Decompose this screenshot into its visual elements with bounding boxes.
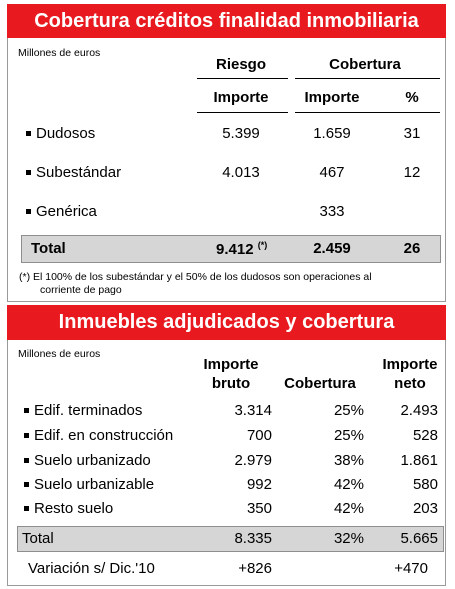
section2-unit-label: Millones de euros: [18, 348, 101, 360]
section1-header-rule: [295, 78, 440, 79]
section1-total-cobertura: 2.459: [313, 240, 351, 257]
bullet-icon: [24, 506, 29, 511]
section2-variation-neto: +470: [394, 560, 428, 577]
section2-row-bruto: 3.314: [234, 402, 272, 419]
section1-total-pct: 26: [403, 240, 421, 257]
section1-total-riesgo: 9.412 (*): [216, 240, 267, 258]
section2-panel: [7, 340, 446, 586]
section2-row-bruto: 350: [246, 500, 272, 517]
section2-row-cobertura: 38%: [333, 452, 364, 469]
bullet-icon: [24, 458, 29, 463]
section1-row-pct: 12: [403, 164, 421, 181]
section2-row-neto: 203: [412, 500, 438, 517]
section2-total-bruto: 8.335: [234, 530, 272, 547]
section2-row-label: Suelo urbanizable: [34, 476, 155, 493]
section1-footnote: corriente de pago: [40, 284, 122, 296]
section2-row-neto: 1.861: [400, 452, 438, 469]
section1-total-row: [21, 235, 441, 263]
bullet-icon: [26, 131, 31, 136]
section1-sub-importe: Importe: [304, 89, 360, 106]
section1-title: Cobertura créditos finalidad inmobiliari…: [7, 4, 446, 38]
section2-variation-bruto: +826: [238, 560, 272, 577]
footnote-mark: (*): [257, 240, 268, 250]
section1-row-pct: 31: [403, 125, 421, 142]
section1-sub-importe: Importe: [213, 89, 269, 106]
section2-row-cobertura: 25%: [333, 402, 364, 419]
section1-subheader-rule: [295, 112, 440, 113]
bullet-icon: [24, 408, 29, 413]
section2-col-bruto: bruto: [211, 375, 251, 392]
section2-col-neto: Importe: [382, 356, 438, 373]
section2-row-neto: 2.493: [400, 402, 438, 419]
section1-row-riesgo: 4.013: [222, 164, 260, 181]
section1-sub-pct: %: [405, 89, 419, 106]
section1-row-riesgo: 5.399: [222, 125, 260, 142]
section2-total-row: [17, 526, 444, 552]
section2-col-neto: neto: [394, 375, 426, 392]
section1-subheader-rule: [197, 112, 288, 113]
section1-col-riesgo: Riesgo: [215, 56, 266, 73]
section2-total-label: Total: [22, 530, 54, 547]
section2-title: Inmuebles adjudicados y cobertura: [7, 305, 446, 340]
section2-row-bruto: 700: [246, 427, 272, 444]
section1-row-label: Subestándar: [36, 164, 122, 181]
section1-unit-label: Millones de euros: [18, 47, 101, 59]
section2-variation-label: Variación s/ Dic.'10: [28, 560, 155, 577]
bullet-icon: [24, 433, 29, 438]
section1-header-rule: [197, 78, 288, 79]
section1-row-cobertura: 333: [319, 203, 345, 220]
section2-total-neto: 5.665: [400, 530, 438, 547]
section2-row-neto: 528: [412, 427, 438, 444]
section1-row-label: Dudosos: [36, 125, 96, 142]
section2-col-cobertura: Cobertura: [284, 375, 356, 392]
bullet-icon: [26, 209, 31, 214]
bullet-icon: [24, 482, 29, 487]
section2-row-bruto: 992: [246, 476, 272, 493]
section2-row-label: Edif. en construcción: [34, 427, 174, 444]
section2-row-label: Resto suelo: [34, 500, 114, 517]
section1-col-cobertura: Cobertura: [329, 56, 401, 73]
section2-row-label: Edif. terminados: [34, 402, 143, 419]
section1-row-cobertura: 467: [319, 164, 345, 181]
section1-total-label: Total: [31, 240, 66, 257]
section2-total-cobertura: 32%: [333, 530, 364, 547]
section2-row-bruto: 2.979: [234, 452, 272, 469]
section2-row-cobertura: 42%: [333, 500, 364, 517]
section2-row-cobertura: 42%: [333, 476, 364, 493]
section2-col-bruto: Importe: [203, 356, 259, 373]
section2-row-label: Suelo urbanizado: [34, 452, 151, 469]
section1-row-cobertura: 1.659: [313, 125, 351, 142]
section1-panel: [7, 38, 446, 302]
section1-footnote: (*) El 100% de los subestándar y el 50% …: [19, 271, 372, 283]
section2-row-cobertura: 25%: [333, 427, 364, 444]
section2-row-neto: 580: [412, 476, 438, 493]
section1-row-label: Genérica: [36, 203, 97, 220]
section1-total-riesgo-value: 9.412: [216, 241, 254, 258]
bullet-icon: [26, 170, 31, 175]
